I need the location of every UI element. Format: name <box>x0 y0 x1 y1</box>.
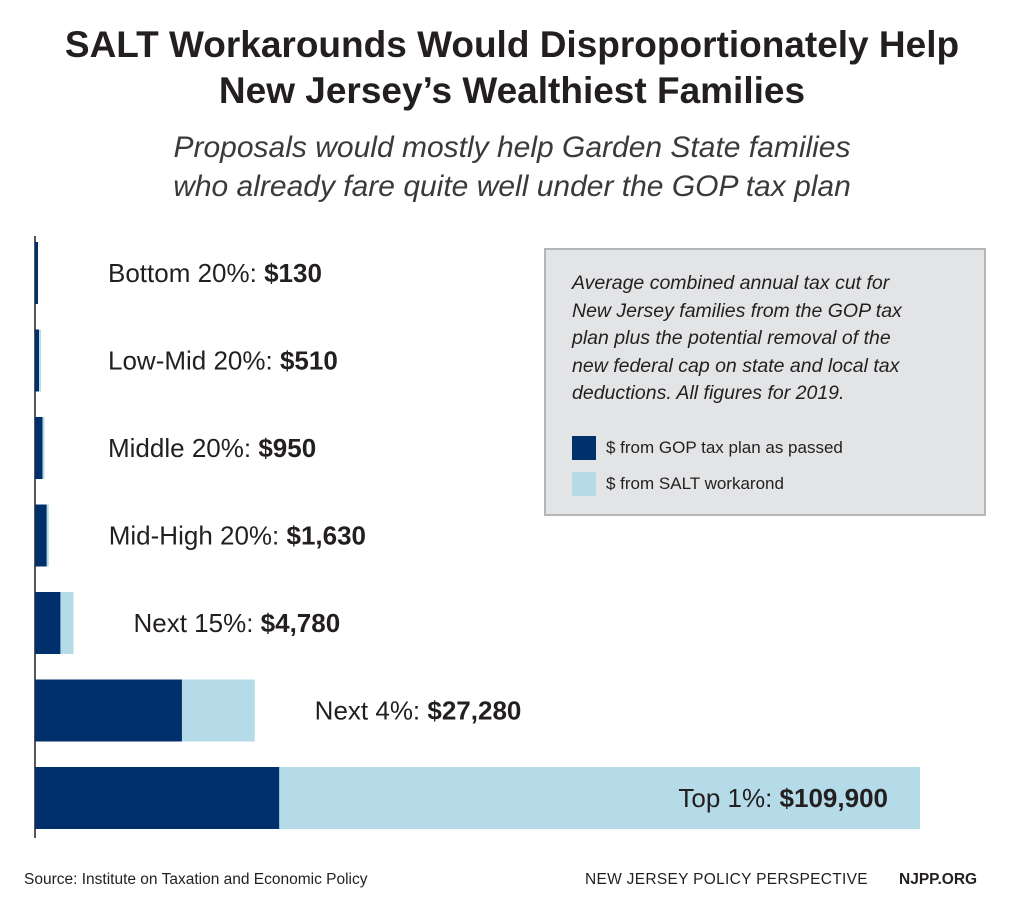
bar-salt <box>46 504 49 567</box>
chart-subtitle-line-1: Proposals would mostly help Garden State… <box>173 131 851 164</box>
bar-gop <box>35 242 38 304</box>
chart-subtitle: Proposals would mostly help Garden State… <box>0 128 1024 206</box>
category-label: Bottom 20%: <box>108 258 264 288</box>
bar-gop <box>35 767 280 829</box>
legend-note-line: New Jersey families from the GOP tax <box>572 299 902 322</box>
legend-swatch-salt <box>572 472 596 496</box>
bar-salt <box>60 592 74 654</box>
legend-item-gop: $ from GOP tax plan as passed <box>572 436 843 460</box>
data-label: Mid-High 20%: $1,630 <box>109 521 366 551</box>
data-label: Bottom 20%: $130 <box>108 258 322 288</box>
data-label: Next 15%: $4,780 <box>133 608 340 638</box>
value-label: $27,280 <box>427 696 521 726</box>
category-label: Low-Mid 20%: <box>108 346 280 376</box>
bar-gop <box>35 504 47 567</box>
chart-subtitle-line-2: who already fare quite well under the GO… <box>173 170 851 203</box>
category-label: Mid-High 20%: <box>109 521 287 551</box>
website-link[interactable]: NJPP.ORG <box>899 871 978 888</box>
bar-gop <box>35 417 43 479</box>
value-label: $109,900 <box>780 783 888 813</box>
bar-salt <box>42 417 45 479</box>
data-label: Middle 20%: $950 <box>108 433 316 463</box>
legend-note-line: deductions. All figures for 2019. <box>572 382 845 404</box>
value-label: $510 <box>280 346 338 376</box>
chart-title-line-2: New Jersey’s Wealthiest Families <box>218 70 806 111</box>
chart-title-line-1: SALT Workarounds Would Disproportionatel… <box>64 24 960 65</box>
bar-salt <box>279 767 921 829</box>
legend-label-salt: $ from SALT workarond <box>606 474 784 493</box>
legend-note: Average combined annual tax cut for New … <box>572 270 962 408</box>
legend-note-line: new federal cap on state and local tax <box>572 354 900 377</box>
bar-gop <box>35 329 40 392</box>
category-label: Next 15%: <box>133 608 260 638</box>
value-label: $950 <box>258 433 316 463</box>
legend-box: Average combined annual tax cut for New … <box>544 248 986 516</box>
chart-title: SALT Workarounds Would Disproportionatel… <box>0 22 1024 114</box>
value-label: $130 <box>264 258 322 288</box>
bar-gop <box>35 679 182 742</box>
organization-name: NEW JERSEY POLICY PERSPECTIVE <box>585 871 868 888</box>
data-label: Next 4%: $27,280 <box>315 696 522 726</box>
category-label: Next 4%: <box>315 696 428 726</box>
legend-note-line: Average combined annual tax cut for <box>572 272 890 294</box>
source-note: Source: Institute on Taxation and Econom… <box>24 871 368 888</box>
legend-note-line: plan plus the potential removal of the <box>572 327 891 349</box>
bar-salt <box>39 329 42 392</box>
data-label: Top 1%: $109,900 <box>678 783 888 813</box>
category-label: Middle 20%: <box>108 433 258 463</box>
legend-label-gop: $ from GOP tax plan as passed <box>606 438 843 457</box>
bar-salt <box>181 679 255 742</box>
value-label: $1,630 <box>286 521 366 551</box>
bar-gop <box>35 592 61 654</box>
legend-swatch-gop <box>572 436 596 460</box>
data-label: Low-Mid 20%: $510 <box>108 346 338 376</box>
value-label: $4,780 <box>261 608 341 638</box>
category-label: Top 1%: <box>678 783 779 813</box>
legend-item-salt: $ from SALT workarond <box>572 472 784 496</box>
